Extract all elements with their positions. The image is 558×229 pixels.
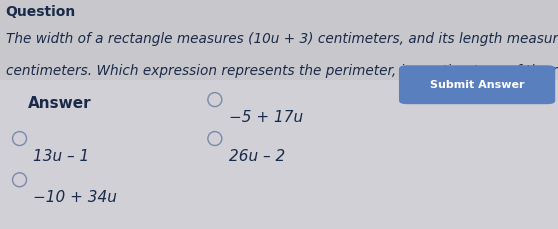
FancyBboxPatch shape [0, 80, 558, 229]
Text: Answer: Answer [28, 96, 92, 111]
FancyBboxPatch shape [399, 65, 555, 104]
Text: The width of a rectangle measures (10u + 3) centimeters, and its length measures: The width of a rectangle measures (10u +… [6, 32, 558, 46]
Text: 26u – 2: 26u – 2 [229, 149, 285, 164]
Text: 13u – 1: 13u – 1 [33, 149, 90, 164]
Text: centimeters. Which expression represents the perimeter, in centimeters, of the r: centimeters. Which expression represents… [6, 64, 558, 78]
Text: Question: Question [6, 5, 76, 19]
Text: Submit Answer: Submit Answer [430, 80, 525, 90]
Text: −10 + 34u: −10 + 34u [33, 190, 117, 205]
Text: −5 + 17u: −5 + 17u [229, 110, 303, 125]
